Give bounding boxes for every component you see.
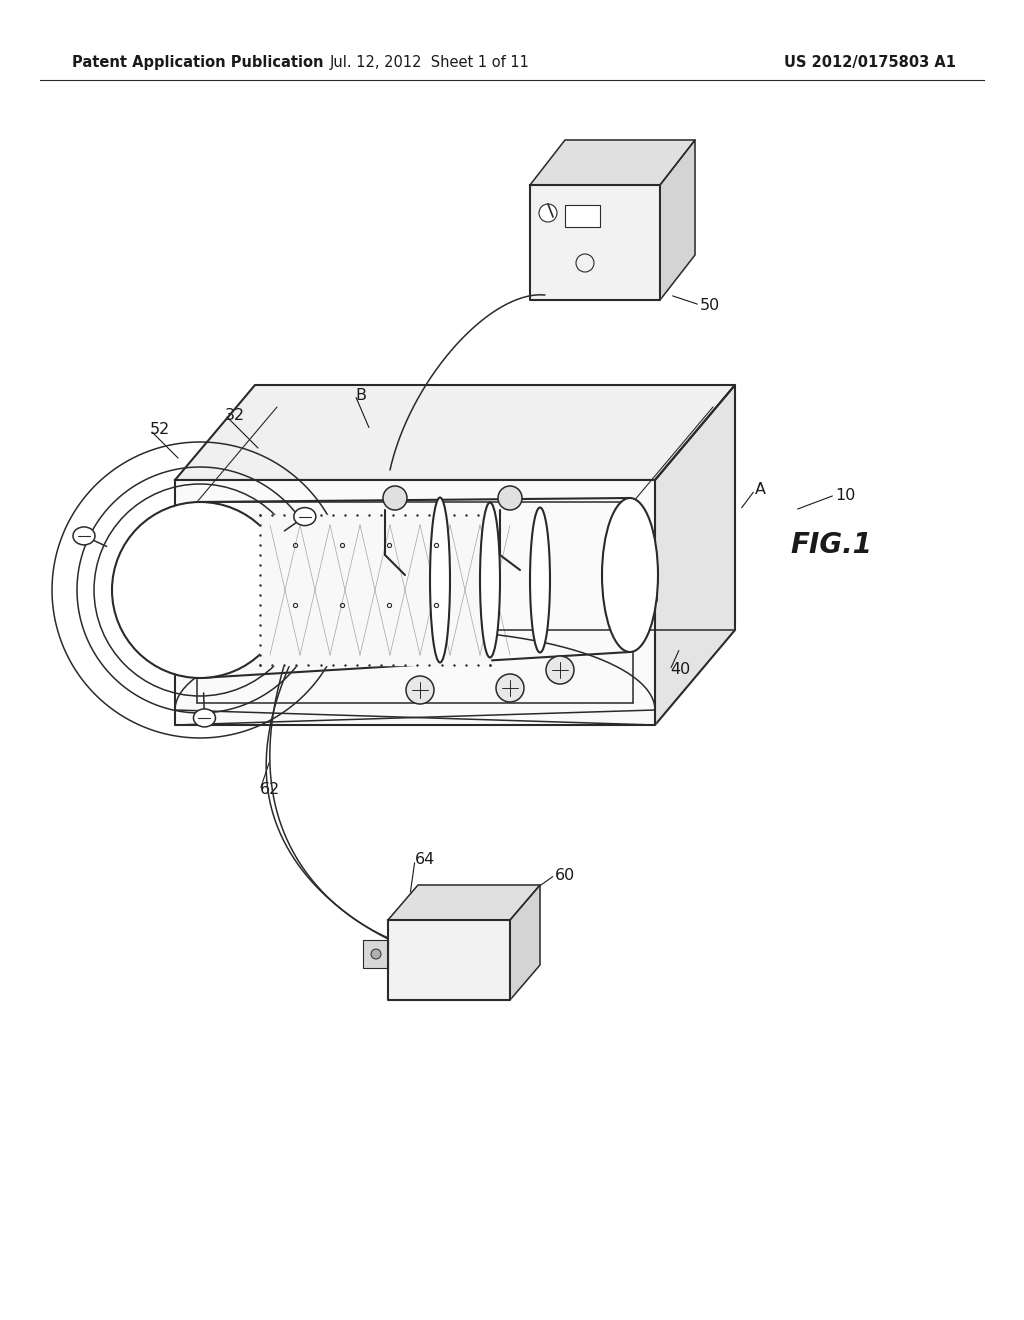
Polygon shape — [388, 920, 510, 1001]
Text: Patent Application Publication: Patent Application Publication — [72, 54, 324, 70]
Ellipse shape — [194, 709, 215, 727]
Ellipse shape — [73, 527, 95, 545]
Text: 33: 33 — [440, 693, 460, 708]
Text: 52: 52 — [150, 422, 170, 437]
Text: 70: 70 — [368, 668, 388, 682]
Text: 60: 60 — [555, 867, 575, 883]
Text: 20: 20 — [275, 652, 295, 668]
Text: 62: 62 — [260, 783, 281, 797]
Text: A: A — [755, 483, 766, 498]
Circle shape — [371, 949, 381, 960]
Text: 30: 30 — [640, 593, 660, 607]
Polygon shape — [510, 884, 540, 1001]
Text: 32: 32 — [225, 408, 245, 422]
Circle shape — [546, 656, 574, 684]
Text: 64: 64 — [415, 853, 435, 867]
Text: 50: 50 — [700, 297, 720, 313]
Ellipse shape — [480, 503, 500, 657]
Bar — [565, 205, 600, 227]
Circle shape — [496, 675, 524, 702]
Circle shape — [539, 205, 557, 222]
Ellipse shape — [430, 498, 450, 663]
Text: US 2012/0175803 A1: US 2012/0175803 A1 — [784, 54, 956, 70]
Polygon shape — [530, 185, 660, 300]
Text: FIG.1: FIG.1 — [790, 531, 871, 558]
Ellipse shape — [294, 508, 315, 525]
Ellipse shape — [602, 498, 658, 652]
Polygon shape — [175, 480, 655, 725]
Polygon shape — [260, 515, 490, 665]
Circle shape — [383, 486, 407, 510]
Polygon shape — [655, 385, 735, 725]
Text: B: B — [355, 388, 366, 403]
Polygon shape — [175, 385, 735, 480]
Polygon shape — [530, 140, 695, 185]
Text: 80: 80 — [285, 503, 305, 517]
Text: Jul. 12, 2012  Sheet 1 of 11: Jul. 12, 2012 Sheet 1 of 11 — [330, 54, 530, 70]
Ellipse shape — [530, 507, 550, 652]
Text: 10: 10 — [835, 487, 855, 503]
Polygon shape — [388, 884, 540, 920]
Circle shape — [406, 676, 434, 704]
Circle shape — [112, 502, 288, 678]
Bar — [362, 940, 388, 968]
Polygon shape — [660, 140, 695, 300]
Text: 40: 40 — [670, 663, 690, 677]
Circle shape — [498, 486, 522, 510]
